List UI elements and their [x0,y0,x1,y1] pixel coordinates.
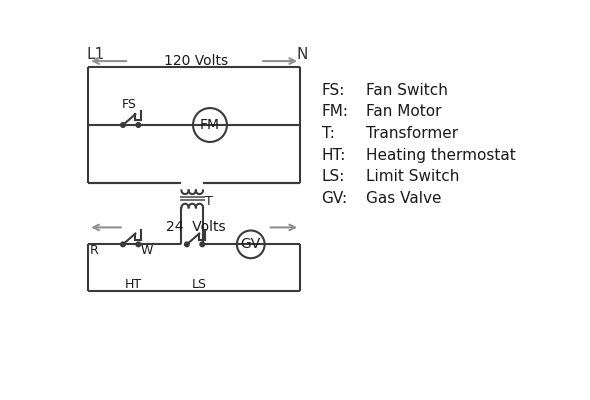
Text: Fan Switch: Fan Switch [366,83,448,98]
Circle shape [120,242,125,247]
Text: T:: T: [322,126,335,141]
Text: 24  Volts: 24 Volts [166,220,226,234]
Text: Fan Motor: Fan Motor [366,104,442,120]
Text: LS:: LS: [322,169,345,184]
Text: GV: GV [241,237,261,251]
Text: GV:: GV: [322,191,348,206]
Circle shape [136,242,140,247]
Circle shape [200,242,205,247]
Circle shape [185,242,189,247]
Circle shape [136,123,140,127]
Text: Heating thermostat: Heating thermostat [366,148,516,162]
Text: LS: LS [192,278,206,291]
Text: FM:: FM: [322,104,349,120]
Text: N: N [297,47,309,62]
Text: HT: HT [124,278,142,291]
Text: Gas Valve: Gas Valve [366,191,442,206]
Text: FS: FS [122,98,136,112]
Text: R: R [90,244,99,257]
Text: Limit Switch: Limit Switch [366,169,460,184]
Text: FM: FM [200,118,220,132]
Circle shape [120,123,125,127]
Text: HT:: HT: [322,148,346,162]
Text: FS:: FS: [322,83,345,98]
Text: Transformer: Transformer [366,126,458,141]
Text: 120 Volts: 120 Volts [164,54,228,68]
Text: T: T [205,195,213,208]
Text: W: W [140,244,153,257]
Text: L1: L1 [87,47,105,62]
